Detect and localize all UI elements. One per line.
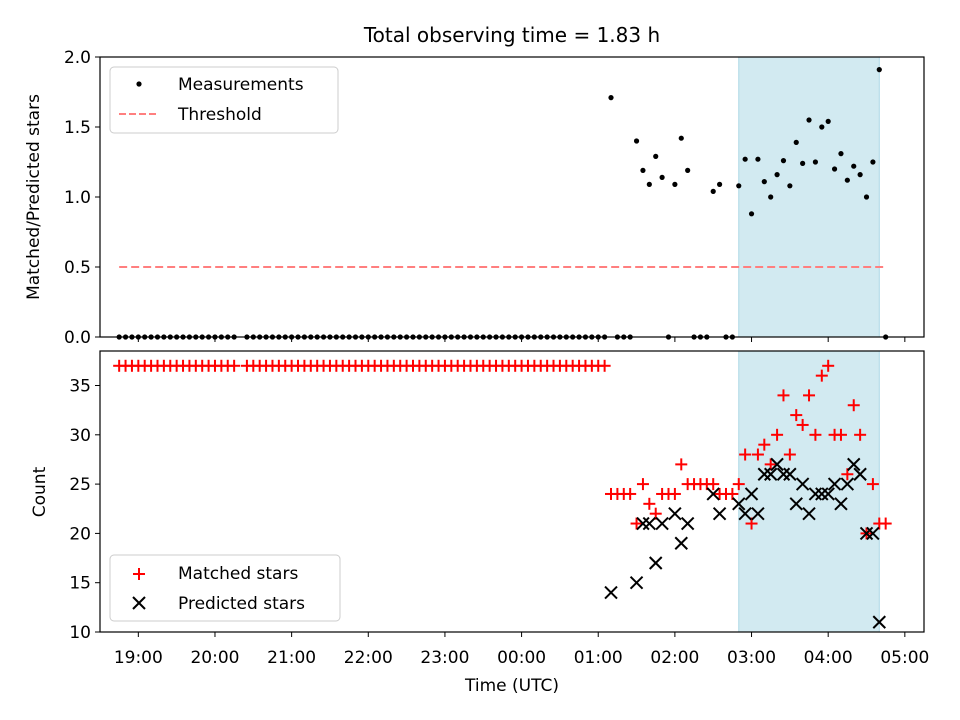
legend-matched-label: Matched stars (178, 564, 298, 584)
measurement-point (870, 159, 875, 164)
matched-star-point (675, 458, 687, 470)
measurement-point (660, 175, 665, 180)
matched-star-point (669, 488, 681, 500)
legend-threshold-label: Threshold (177, 105, 262, 125)
matched-star-point (643, 498, 655, 510)
observing-window-shade (739, 57, 880, 337)
y-tick-label: 1.0 (64, 188, 91, 208)
measurement-point (743, 157, 748, 162)
measurement-point (826, 119, 831, 124)
bottom-x-axis: 19:00 20:00 21:00 22:00 23:00 00:00 01:00 02:00… (114, 632, 930, 668)
predicted-star-point (682, 518, 694, 530)
predicted-star-point (650, 557, 662, 569)
bottom-legend: Matched stars Predicted stars (110, 555, 340, 621)
measurement-point (845, 178, 850, 183)
matched-star-point (880, 518, 892, 530)
measurement-point (711, 189, 716, 194)
x-tick-label: 00:00 (497, 648, 546, 668)
measurement-point (640, 168, 645, 173)
measurement-point (819, 124, 824, 129)
predicted-star-point (714, 508, 726, 520)
figure: Total observing time = 1.83 h 0.0 0.5 1.0 1… (0, 0, 960, 720)
legend-measurements-label: Measurements (178, 75, 304, 95)
y-tick-label: 10 (69, 623, 91, 643)
y-tick-label: 15 (69, 574, 91, 594)
matched-star-point (624, 488, 636, 500)
predicted-star-point (643, 518, 655, 530)
bottom-y-axis: 10 15 20 25 30 35 (69, 377, 100, 643)
x-tick-label: 03:00 (727, 648, 776, 668)
top-y-axis: 0.0 0.5 1.0 1.5 2.0 (64, 48, 100, 348)
top-y-axis-label: Matched/Predicted stars (24, 94, 44, 300)
y-tick-label: 2.0 (64, 48, 91, 68)
measurement-point (832, 166, 837, 171)
measurement-point (864, 194, 869, 199)
measurement-point (672, 182, 677, 187)
y-tick-label: 1.5 (64, 118, 91, 138)
matched-star-point (228, 360, 240, 372)
measurement-point (813, 159, 818, 164)
legend-measurements-marker (136, 81, 141, 86)
measurement-point (679, 136, 684, 141)
y-tick-label: 20 (69, 524, 91, 544)
top-panel: 0.00.51.01.52.0 Matched/Predicted stars … (24, 48, 924, 348)
y-tick-label: 25 (69, 475, 91, 495)
measurement-point (851, 164, 856, 169)
matched-star-point (726, 488, 738, 500)
predicted-star-point (656, 518, 668, 530)
x-tick-label: 19:00 (114, 648, 163, 668)
x-tick-label: 04:00 (804, 648, 853, 668)
x-tick-label: 05:00 (880, 648, 929, 668)
measurement-point (634, 138, 639, 143)
predicted-star-point (605, 587, 617, 599)
y-tick-label: 0.0 (64, 328, 91, 348)
measurement-point (794, 140, 799, 145)
y-tick-label: 0.5 (64, 258, 91, 278)
predicted-star-point (675, 537, 687, 549)
x-tick-label: 21:00 (267, 648, 316, 668)
measurement-point (800, 161, 805, 166)
matched-star-point (599, 360, 611, 372)
measurement-point (685, 168, 690, 173)
measurement-point (608, 95, 613, 100)
measurement-point (717, 182, 722, 187)
measurement-point (749, 211, 754, 216)
measurement-point (781, 158, 786, 163)
x-tick-label: 22:00 (344, 648, 393, 668)
x-tick-label: 01:00 (574, 648, 623, 668)
measurement-point (755, 157, 760, 162)
x-tick-label: 20:00 (190, 648, 239, 668)
matched-star-point (707, 478, 719, 490)
measurement-point (838, 151, 843, 156)
bottom-y-axis-label: Count (30, 466, 50, 517)
predicted-star-point (631, 577, 643, 589)
measurement-point (768, 194, 773, 199)
matched-star-point (650, 508, 662, 520)
measurement-point (736, 183, 741, 188)
top-legend: Measurements Threshold (110, 67, 338, 133)
matched-star-point (631, 518, 643, 530)
measurement-point (806, 117, 811, 122)
measurement-point (762, 179, 767, 184)
measurement-point (858, 172, 863, 177)
measurement-point (774, 172, 779, 177)
measurement-point (877, 67, 882, 72)
matched-star-point (637, 478, 649, 490)
measurement-point (647, 182, 652, 187)
bottom-panel: 10 15 20 25 30 35 19:00 20:00 21:00 22:00 23:00 00… (30, 351, 929, 696)
x-tick-label: 02:00 (650, 648, 699, 668)
y-tick-label: 35 (69, 377, 91, 397)
measurement-point (653, 154, 658, 159)
legend-predicted-label: Predicted stars (178, 594, 305, 614)
x-axis-label: Time (UTC) (464, 676, 559, 696)
x-tick-label: 23:00 (420, 648, 469, 668)
predicted-star-point (669, 508, 681, 520)
chart-title: Total observing time = 1.83 h (363, 23, 660, 47)
measurement-point (787, 183, 792, 188)
y-tick-label: 30 (69, 426, 91, 446)
